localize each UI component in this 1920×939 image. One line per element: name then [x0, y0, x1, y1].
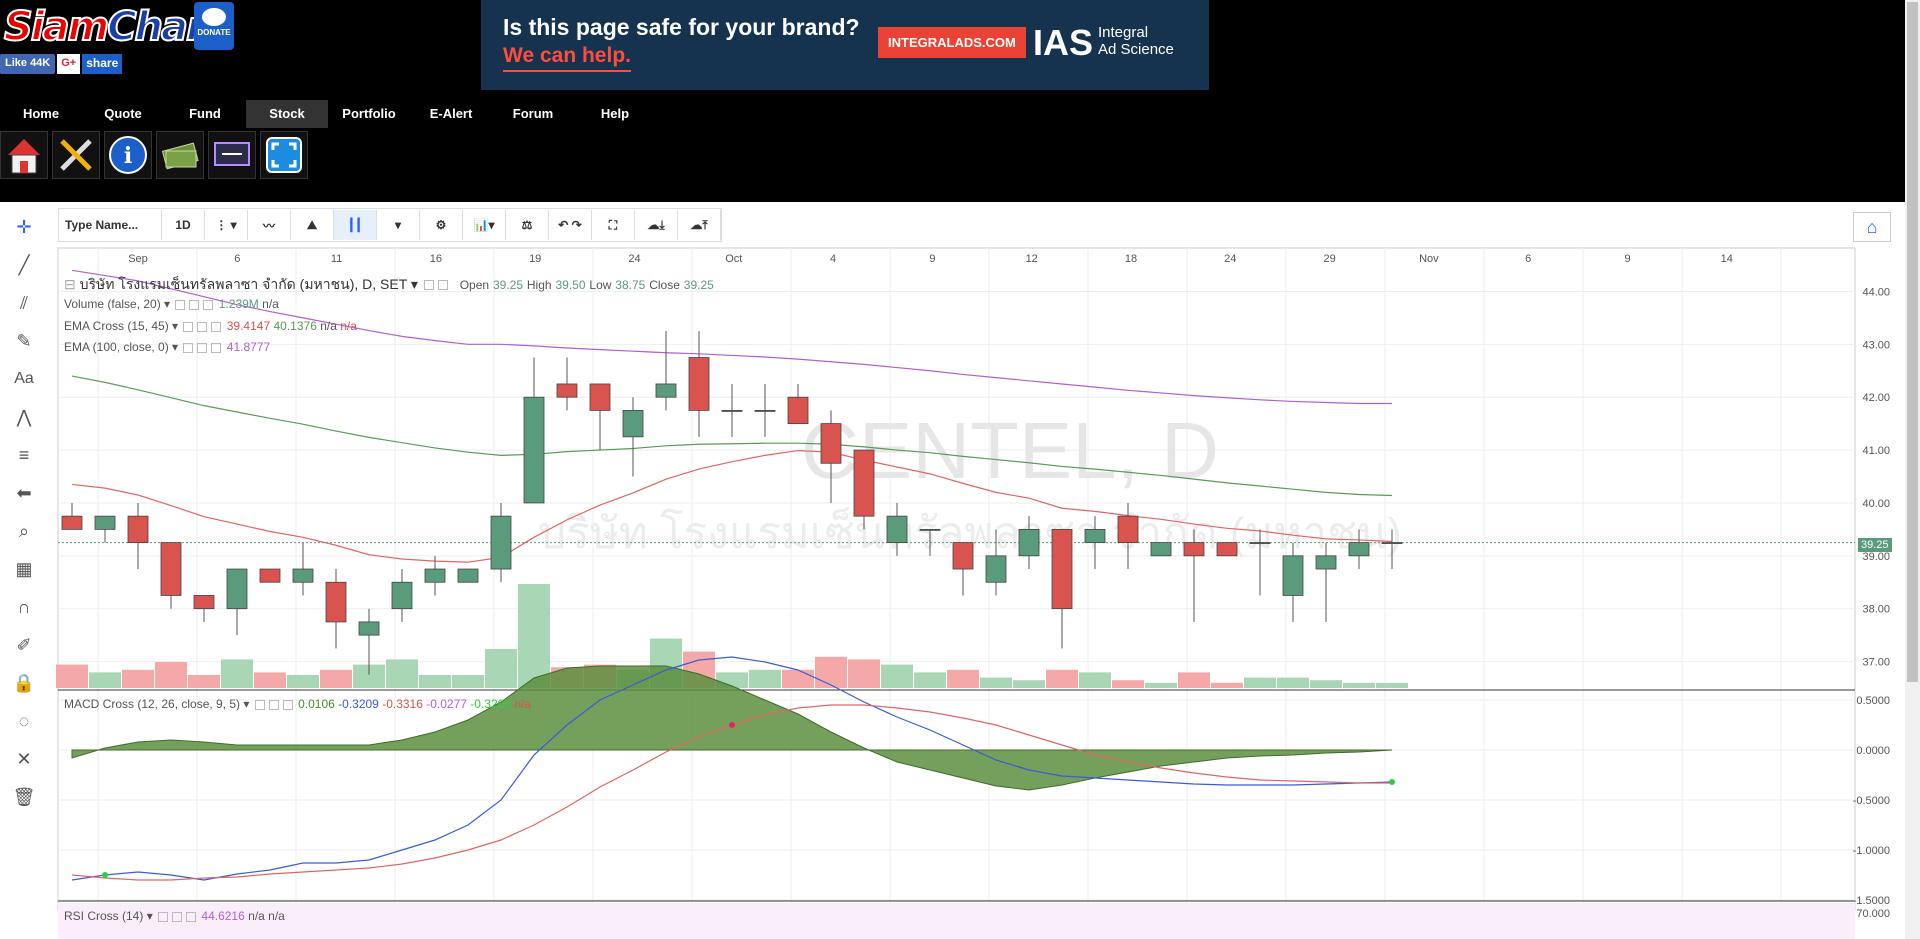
siamchart-logo[interactable]: SiamChart: [3, 3, 224, 51]
advertisement-banner[interactable]: Is this page safe for your brand? We can…: [481, 0, 1209, 90]
pitchfork-icon[interactable]: ⫽: [19, 292, 29, 313]
share-button[interactable]: share: [82, 54, 123, 74]
ad-button[interactable]: INTEGRALADS.COM: [878, 27, 1026, 58]
compare-icon[interactable]: ⚖: [506, 210, 549, 240]
home-icon[interactable]: [0, 131, 48, 179]
page-scrollbar[interactable]: [1905, 0, 1920, 939]
facebook-like-button[interactable]: Like 44K: [0, 54, 56, 74]
donate-button[interactable]: DONATE: [194, 2, 234, 50]
zoom-icon[interactable]: ⌕: [18, 520, 30, 541]
settings-icon[interactable]: ⚙: [420, 210, 463, 240]
pattern-icon[interactable]: ⋀: [16, 406, 32, 427]
main-nav: Home Quote Fund Stock Portfolio E-Alert …: [0, 100, 656, 128]
trash-icon[interactable]: 🗑: [12, 786, 36, 807]
symbol-search[interactable]: Type Name...: [59, 210, 162, 240]
google-plus-button[interactable]: G+: [57, 54, 81, 74]
candles-icon[interactable]: ┃┃: [334, 210, 377, 240]
nav-home[interactable]: Home: [22, 106, 60, 121]
symbol-legend: ⊟ บริษัท โรงแรมเซ็นทรัลพลาซา จำกัด (มหาช…: [64, 276, 714, 292]
chart-toolbar: Type Name... 1D ⋮ ▾ 〰 ⛰ ┃┃ ▾ ⚙ 📊▾ ⚖ ↶ ↷ …: [58, 208, 722, 242]
chart-container: [0, 202, 1905, 939]
devices-icon[interactable]: [208, 131, 256, 179]
nav-help[interactable]: Help: [600, 106, 630, 121]
crosshair-icon[interactable]: ✛: [16, 216, 32, 237]
drawing-toolbar: ✛ ╱ ⫽ ✎ Aa ⋀ ≡ ⬅ ⌕ ▦ ∩ ✐ 🔒 ◌ ✕ 🗑: [0, 208, 48, 816]
ema-cross-legend: EMA Cross (15, 45) ▾ 39.4147 40.1376 n/a…: [64, 319, 357, 333]
ias-logo: IAS: [1033, 22, 1094, 63]
nav-forum[interactable]: Forum: [512, 106, 554, 121]
cloud-load-icon[interactable]: ☁⤓: [635, 210, 678, 240]
ias-brand-text: Integral Ad Science: [1098, 24, 1174, 58]
money-icon[interactable]: [156, 131, 204, 179]
eye-icon[interactable]: ◌: [18, 710, 30, 731]
text-icon[interactable]: Aa: [14, 370, 34, 387]
undo-icon[interactable]: ↶ ↷: [549, 210, 592, 240]
volume-legend: Volume (false, 20) ▾ 1.239M n/a: [64, 297, 279, 311]
remove-drawings-icon[interactable]: ✕: [16, 748, 32, 769]
last-price-tag: 39.25: [1858, 538, 1892, 552]
chart-type-dropdown-icon[interactable]: ▾: [377, 210, 420, 240]
ema-legend: EMA (100, close, 0) ▾ 41.8777: [64, 340, 271, 354]
cloud-save-icon[interactable]: ☁⤒: [678, 210, 721, 240]
fullscreen-icon[interactable]: [260, 131, 308, 179]
tools-icon[interactable]: [52, 131, 100, 179]
fib-icon[interactable]: ≡: [18, 444, 30, 465]
macd-legend: MACD Cross (12, 26, close, 9, 5) ▾ 0.010…: [64, 697, 532, 711]
brush-icon[interactable]: ✎: [16, 330, 32, 351]
ad-question: Is this page safe for your brand?: [503, 14, 860, 40]
ad-help: We can help.: [503, 44, 631, 72]
lock-icon[interactable]: 🔒: [12, 672, 36, 693]
interval-select[interactable]: 1D: [162, 210, 205, 240]
quick-tools: i: [0, 131, 308, 179]
info-icon[interactable]: i: [104, 131, 152, 179]
social-bar: Like 44K G+ share: [0, 54, 123, 74]
nav-fund[interactable]: Fund: [189, 106, 221, 121]
nav-portfolio[interactable]: Portfolio: [342, 106, 396, 121]
line-chart-icon[interactable]: 〰: [248, 210, 291, 240]
pencil-icon[interactable]: ✐: [16, 634, 32, 655]
arrow-icon[interactable]: ⬅: [16, 482, 32, 503]
nav-e-alert[interactable]: E-Alert: [429, 106, 473, 121]
rsi-legend: RSI Cross (14) ▾ 44.6216 n/a n/a: [64, 909, 285, 923]
trendline-icon[interactable]: ╱: [18, 254, 30, 275]
nav-stock[interactable]: Stock: [246, 100, 328, 128]
more-menu-icon[interactable]: ⋮ ▾: [205, 210, 248, 240]
piggy-bank-icon: [202, 8, 226, 26]
indicators-icon[interactable]: 📊▾: [463, 210, 506, 240]
measure-icon[interactable]: ▦: [15, 558, 33, 579]
scrollbar-thumb[interactable]: [1907, 2, 1918, 682]
svg-text:i: i: [124, 143, 132, 169]
area-chart-icon[interactable]: ⛰: [291, 210, 334, 240]
fullscreen-chart-icon[interactable]: ⛶: [592, 210, 635, 240]
nav-quote[interactable]: Quote: [104, 106, 142, 121]
symbol-name: บริษัท โรงแรมเซ็นทรัลพลาซา จำกัด (มหาชน)…: [79, 276, 408, 292]
magnet-icon[interactable]: ∩: [17, 596, 31, 617]
chart-home-icon[interactable]: ⌂: [1853, 212, 1891, 242]
